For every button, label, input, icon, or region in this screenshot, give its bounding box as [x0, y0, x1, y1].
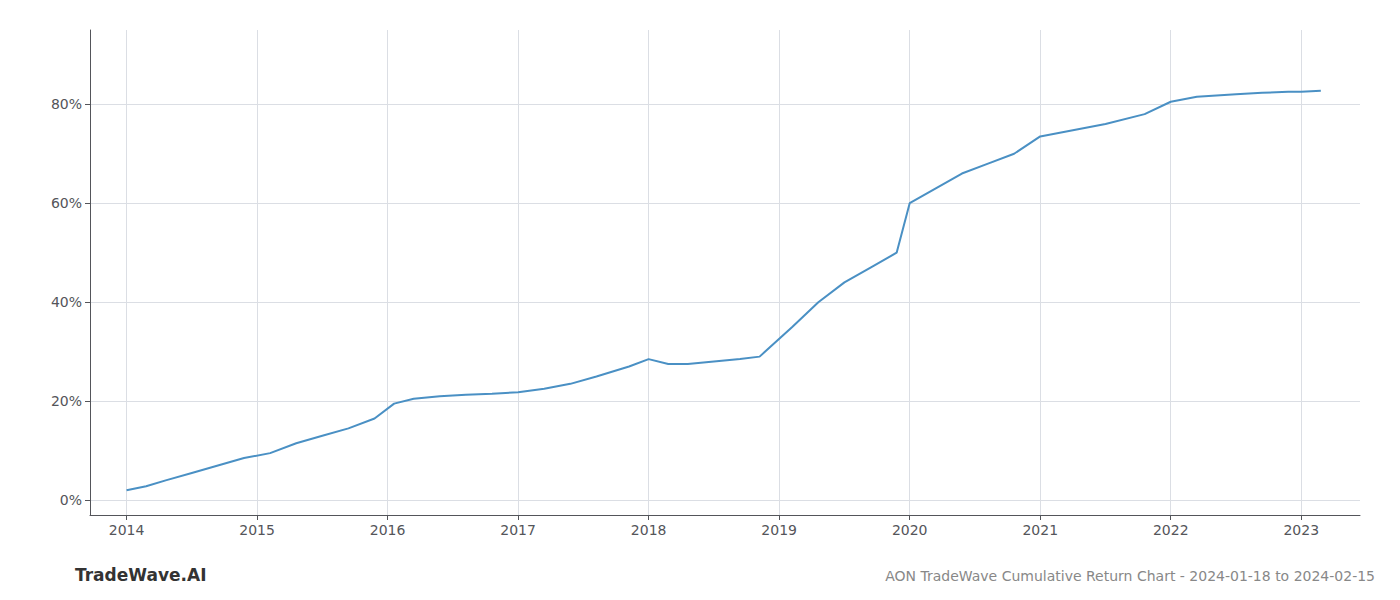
- svg-text:80%: 80%: [51, 96, 82, 112]
- svg-text:2020: 2020: [892, 522, 928, 538]
- svg-text:60%: 60%: [51, 195, 82, 211]
- svg-text:0%: 0%: [60, 492, 82, 508]
- svg-text:AON TradeWave Cumulative Retur: AON TradeWave Cumulative Return Chart - …: [885, 568, 1375, 584]
- svg-text:2015: 2015: [239, 522, 275, 538]
- svg-text:40%: 40%: [51, 294, 82, 310]
- svg-text:TradeWave.AI: TradeWave.AI: [75, 565, 206, 585]
- svg-text:2017: 2017: [500, 522, 536, 538]
- svg-text:2014: 2014: [109, 522, 145, 538]
- svg-text:2018: 2018: [631, 522, 667, 538]
- svg-text:2023: 2023: [1283, 522, 1319, 538]
- svg-text:20%: 20%: [51, 393, 82, 409]
- svg-text:2019: 2019: [761, 522, 797, 538]
- svg-text:2022: 2022: [1153, 522, 1189, 538]
- svg-text:2021: 2021: [1022, 522, 1058, 538]
- svg-text:2016: 2016: [370, 522, 406, 538]
